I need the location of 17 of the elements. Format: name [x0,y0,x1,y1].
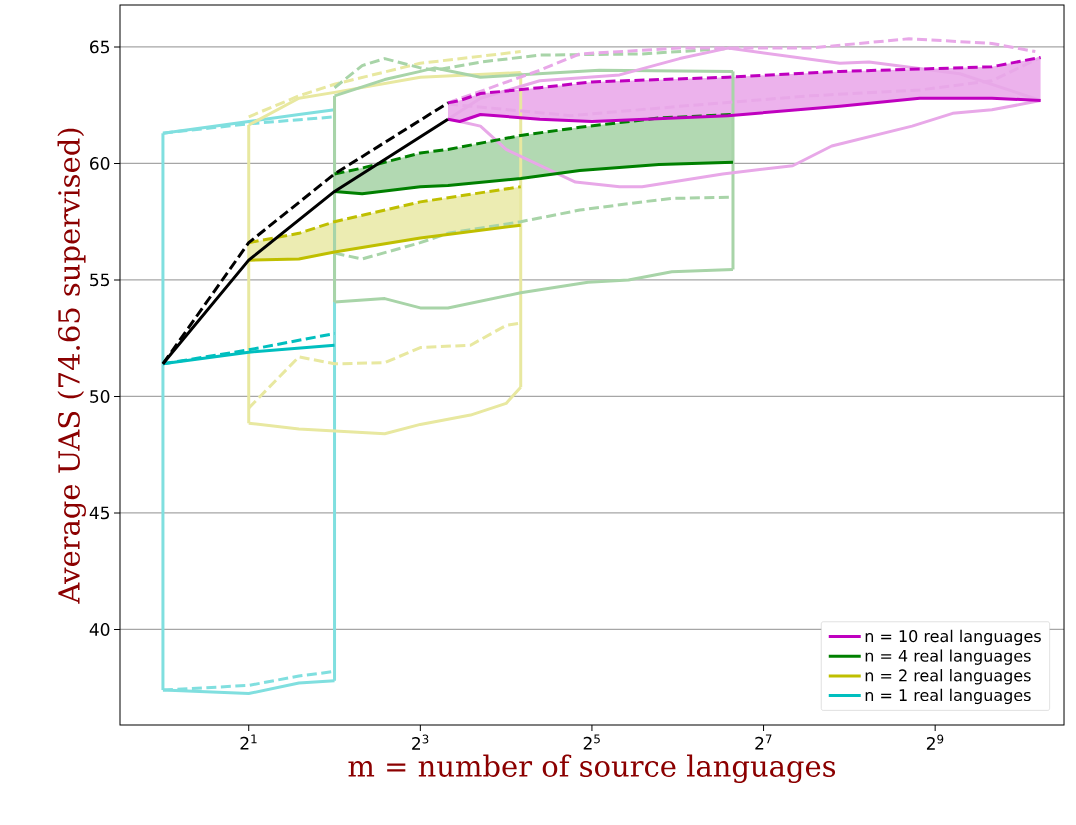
x-tick-label: 2$^{1}$ [240,734,257,750]
legend-label: n = 2 real languages [865,669,1031,685]
y-tick-label: 50 [90,390,110,403]
x-tick-label: 2$^{3}$ [412,734,429,750]
y-tick-label: 60 [90,157,110,170]
y-tick-label: 55 [90,273,110,287]
x-axis-title: m = number of source languages [348,754,836,783]
x-tick-label: 2$^{9}$ [926,734,944,750]
y-tick-label: 40 [89,623,110,636]
x-tick-label: 2$^{5}$ [583,734,600,750]
x-tick-label: 2$^{7}$ [755,734,772,750]
y-axis-title: Average UAS (74.65 supervised) [57,128,86,604]
y-tick-label: 65 [90,40,110,54]
y-tick-label: 45 [89,506,110,520]
legend-label: n = 4 real languages [865,649,1031,665]
legend-label: n = 1 real languages [865,688,1031,705]
legend-label: n = 10 real languages [865,629,1041,646]
